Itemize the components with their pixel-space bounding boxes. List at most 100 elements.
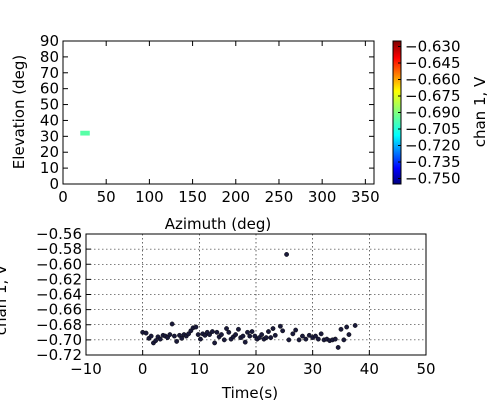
heatmap-y-tick-label: 60 <box>40 80 59 98</box>
scatter-x-tick-label: 40 <box>360 360 379 378</box>
heatmap-cells <box>80 130 90 136</box>
scatter-point <box>338 326 344 332</box>
heatmap-y-tick-label: 40 <box>40 111 59 129</box>
scatter-y-tick-label: −0.66 <box>36 301 82 319</box>
scatter-point <box>293 327 299 333</box>
colorbar-tick-label: −0.690 <box>405 104 461 122</box>
scatter-point <box>242 339 248 345</box>
scatter-y-axis-label: chan 1, V <box>0 264 10 335</box>
heatmap-y-tick-label: 70 <box>40 64 59 82</box>
scatter-point <box>352 323 358 328</box>
scatter-point <box>193 324 199 330</box>
scatter-point <box>245 329 250 335</box>
scatter-point <box>277 323 283 329</box>
scatter-point <box>341 337 347 343</box>
heatmap-axes-frame <box>62 40 375 185</box>
scatter-point <box>157 336 163 342</box>
scatter-y-tick-label: −0.60 <box>36 255 82 273</box>
heatmap-x-tick-label: 300 <box>308 188 337 206</box>
scatter-y-tick-label: −0.56 <box>36 225 82 243</box>
scatter-point <box>233 332 239 337</box>
scatter-points <box>140 252 358 350</box>
heatmap-x-tick-label: 150 <box>178 188 207 206</box>
scatter-point <box>272 332 278 338</box>
heatmap-y-tick-label: 20 <box>40 143 59 161</box>
scatter-point <box>259 332 265 337</box>
scatter-x-tick-label: 10 <box>190 360 209 378</box>
scatter-point <box>143 330 149 336</box>
scatter-point <box>169 321 175 327</box>
scatter-point <box>270 326 276 331</box>
heatmap-y-tick-label: 90 <box>40 32 59 50</box>
scatter-point <box>195 332 201 337</box>
scatter-point <box>179 335 185 341</box>
colorbar-tick-label: −0.660 <box>405 71 461 89</box>
scatter-point <box>332 336 338 342</box>
scatter-point <box>236 326 241 332</box>
scatter-point <box>268 335 274 341</box>
colorbar-tick-label: −0.705 <box>405 120 461 138</box>
scatter-point <box>219 332 224 337</box>
colorbar-tick-label: −0.750 <box>405 170 461 188</box>
scatter-y-tick-label: −0.72 <box>36 346 82 364</box>
scatter-point <box>214 329 220 335</box>
scatter-point <box>240 333 246 339</box>
scatter-point <box>266 329 271 334</box>
scatter-point <box>346 332 352 337</box>
scatter-point <box>198 336 203 342</box>
scatter-y-tick-label: −0.62 <box>36 270 82 288</box>
scatter-point <box>171 333 177 339</box>
colorbar-ticks: −0.630−0.645−0.660−0.675−0.690−0.705−0.7… <box>398 38 461 188</box>
heatmap-x-ticks: 0 50 100 150 200 250 300 350 <box>58 41 380 206</box>
scatter-point <box>296 337 302 343</box>
scatter-x-tick-label: 30 <box>303 360 322 378</box>
scatter-point <box>212 340 218 346</box>
scatter-point <box>313 333 318 339</box>
heatmap-y-tick-label: 50 <box>40 96 59 114</box>
heatmap-panel: 0 50 100 150 200 250 300 350 010203040506070809… <box>10 32 380 233</box>
scatter-point <box>286 337 292 343</box>
scatter-point <box>207 332 212 337</box>
scatter-x-axis-label: Time(s) <box>221 384 278 400</box>
scatter-point <box>318 331 324 337</box>
scatter-point <box>280 328 286 334</box>
heatmap-cell <box>80 130 90 136</box>
colorbar-tick-label: −0.675 <box>405 87 461 105</box>
colorbar-tick-label: −0.720 <box>405 137 461 155</box>
scatter-point <box>153 338 159 344</box>
scatter-point <box>209 329 215 334</box>
heatmap-y-tick-label: 10 <box>40 159 59 177</box>
scatter-point <box>290 331 296 337</box>
scatter-point <box>226 329 232 335</box>
colorbar-tick-label: −0.645 <box>405 54 461 72</box>
scatter-panel: −10 0 10 20 30 40 50 −0.56−0.58−0.60−0.62−0.64… <box>0 225 436 400</box>
heatmap-x-tick-label: 200 <box>221 188 250 206</box>
scatter-point <box>148 333 154 339</box>
heatmap-x-tick-label: 0 <box>58 188 68 206</box>
scatter-y-tick-label: −0.68 <box>36 316 82 334</box>
scatter-point <box>174 338 180 344</box>
heatmap-x-tick-label: 50 <box>97 188 116 206</box>
scatter-x-ticks: −10 0 10 20 30 40 50 <box>70 350 436 378</box>
scatter-y-tick-label: −0.70 <box>36 331 82 349</box>
scatter-point <box>263 335 269 341</box>
colorbar-tick-label: −0.630 <box>405 38 461 56</box>
scatter-x-tick-label: 0 <box>138 360 148 378</box>
scatter-point <box>284 252 289 257</box>
scatter-point <box>306 332 312 338</box>
scatter-point <box>335 345 341 350</box>
heatmap-plot-area <box>63 41 374 184</box>
scatter-x-tick-label: 20 <box>246 360 265 378</box>
scatter-point <box>249 329 255 334</box>
heatmap-x-tick-label: 350 <box>351 188 380 206</box>
scatter-y-ticks: −0.56−0.58−0.60−0.62−0.64−0.66−0.68−0.70… <box>36 225 91 364</box>
scatter-y-tick-label: −0.64 <box>36 286 82 304</box>
scatter-point <box>344 324 350 330</box>
colorbar: −0.630−0.645−0.660−0.675−0.690−0.705−0.7… <box>392 38 489 188</box>
colorbar-label: chan 1, V <box>471 76 489 147</box>
scatter-point <box>315 336 321 342</box>
heatmap-y-tick-label: 30 <box>40 127 59 145</box>
heatmap-y-tick-label: 0 <box>49 175 59 193</box>
